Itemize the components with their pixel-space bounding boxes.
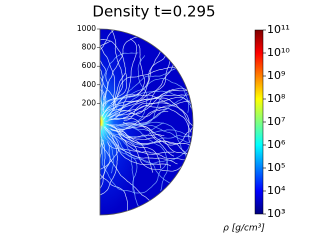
streamline xyxy=(100,29,107,106)
colorbar-tick-label: 10⁸ xyxy=(267,92,286,105)
colorbar-tick-label: 10⁹ xyxy=(267,69,285,82)
streamline xyxy=(100,29,104,111)
density-field xyxy=(100,29,193,215)
domain-outline xyxy=(99,28,194,216)
streamline xyxy=(107,123,193,144)
colorbar-tick-label: 10⁴ xyxy=(267,184,286,197)
streamline xyxy=(110,100,193,132)
y-tick-label: 200 xyxy=(82,98,97,107)
streamline xyxy=(100,125,106,202)
streamline xyxy=(106,57,174,117)
streamline xyxy=(100,139,154,205)
streamline xyxy=(122,106,193,146)
streamline xyxy=(116,110,169,126)
streamline xyxy=(100,44,146,117)
streamline xyxy=(108,96,193,119)
streamline xyxy=(104,126,178,165)
y-tick-label: 800 xyxy=(82,43,97,52)
streamline xyxy=(109,88,193,118)
streamline xyxy=(109,129,193,174)
streamline xyxy=(102,72,128,107)
streamline xyxy=(100,31,116,116)
streamline xyxy=(100,29,119,106)
streamline xyxy=(123,102,169,121)
streamline xyxy=(112,134,193,172)
streamline xyxy=(100,94,140,116)
streamline xyxy=(116,122,165,131)
streamline xyxy=(105,123,165,139)
streamline xyxy=(118,133,175,155)
streamline xyxy=(107,130,190,164)
colorbar-tick-label: 10³ xyxy=(267,207,285,220)
colorbar-tick-label: 10¹⁰ xyxy=(267,46,290,59)
colorbar-tick-label: 10⁷ xyxy=(267,115,285,128)
streamline xyxy=(108,117,175,157)
y-tick-label: 1000 xyxy=(77,24,96,33)
streamline xyxy=(100,29,114,111)
chart-title: Density t=0.295 xyxy=(92,3,215,21)
streamline xyxy=(109,90,193,123)
streamline xyxy=(122,122,168,191)
streamline xyxy=(100,29,124,105)
streamline xyxy=(115,129,193,157)
y-tick-label: 400 xyxy=(82,80,97,89)
streamline xyxy=(100,141,111,215)
streamline xyxy=(100,128,120,190)
streamline xyxy=(118,136,152,215)
streamline xyxy=(110,140,177,188)
streamline xyxy=(101,126,114,174)
streamline xyxy=(115,108,168,118)
streamline xyxy=(107,48,176,117)
streamline xyxy=(109,92,188,130)
colorbar-tick-label: 10⁵ xyxy=(267,161,285,174)
streamline xyxy=(103,126,172,167)
colorbar xyxy=(254,29,264,215)
streamline xyxy=(101,87,193,117)
y-tick-label: 600 xyxy=(82,61,97,70)
streamline xyxy=(101,94,190,142)
colorbar-tick-label: 10¹¹ xyxy=(267,23,290,36)
streamline xyxy=(101,145,168,194)
streamline xyxy=(116,55,148,127)
streamline xyxy=(105,38,137,122)
streamline xyxy=(110,128,162,169)
colorbar-tick-label: 10⁶ xyxy=(267,138,286,151)
streamline xyxy=(100,142,102,194)
streamline xyxy=(100,52,139,100)
colorbar-label: ρ [g/cm³] xyxy=(223,224,265,234)
streamline xyxy=(100,39,126,106)
streamline xyxy=(100,136,118,198)
